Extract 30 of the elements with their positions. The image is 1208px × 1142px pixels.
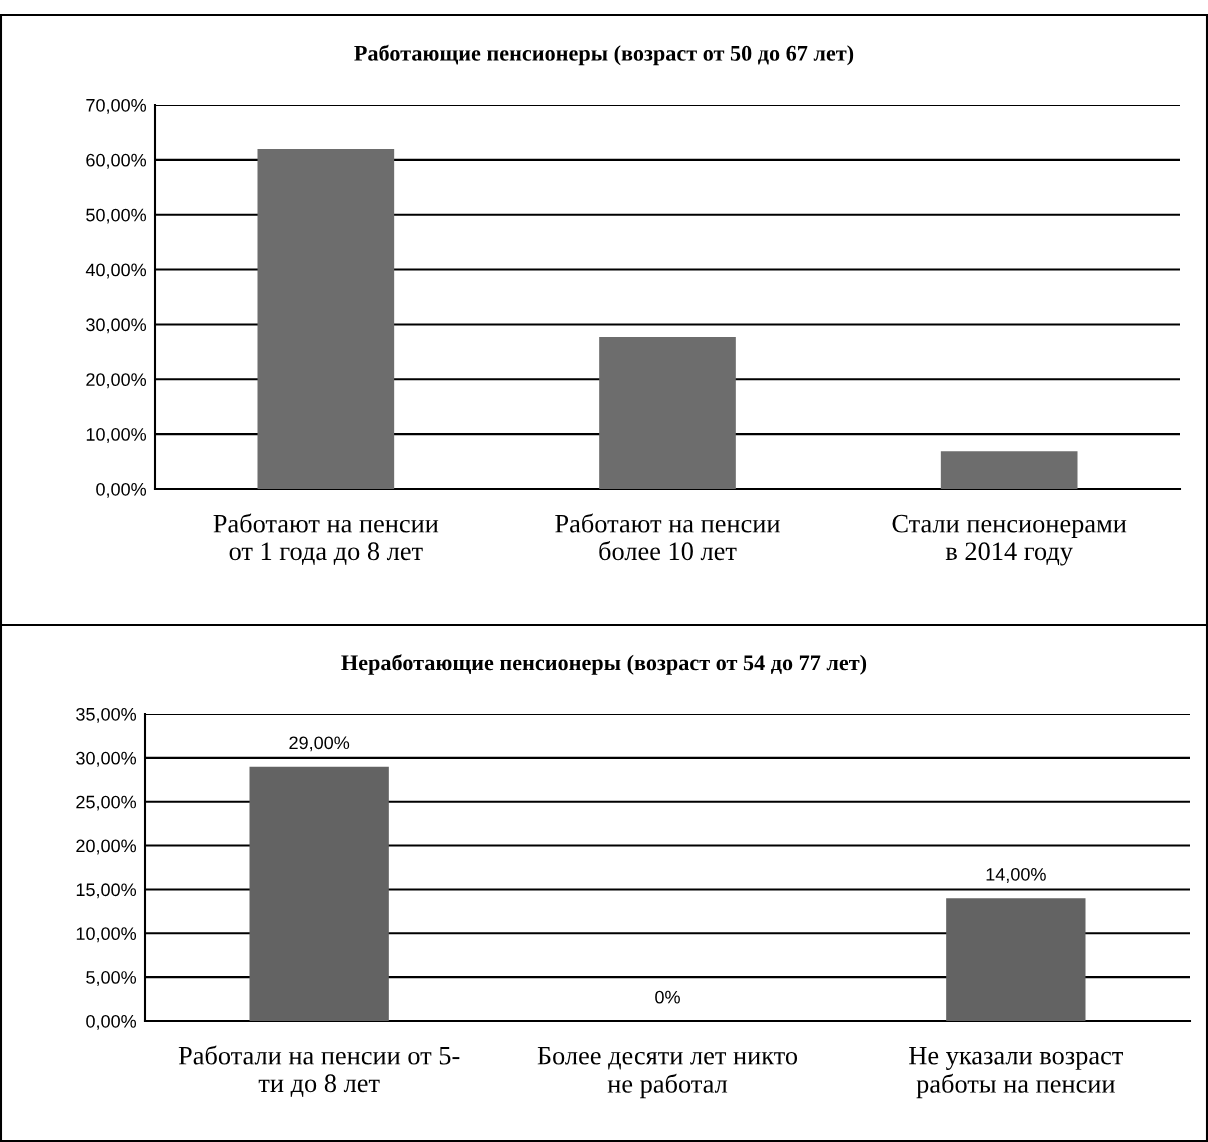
data-label: 0% bbox=[655, 990, 680, 1004]
y-tick-label: 5,00% bbox=[86, 971, 137, 986]
y-tick-label: 50,00% bbox=[86, 208, 147, 224]
y-tick-label: 60,00% bbox=[86, 153, 147, 169]
y-tick-label: 10,00% bbox=[76, 927, 137, 943]
x-tick-label: Работают на пенсии более 10 лет bbox=[555, 513, 780, 561]
y-tick-label: 40,00% bbox=[85, 263, 147, 279]
y-tick-label: 20,00% bbox=[76, 839, 137, 855]
y-tick-label: 0,00% bbox=[96, 482, 147, 498]
data-label: 14,00% bbox=[986, 867, 1046, 883]
data-label: 29,00% bbox=[289, 736, 350, 752]
y-tick-label: 15,00% bbox=[76, 883, 137, 899]
bar bbox=[599, 337, 736, 489]
y-tick-label: 10,00% bbox=[86, 428, 147, 443]
y-tick-label: 70,00% bbox=[86, 98, 147, 114]
chart-title: Неработающие пенсионеры (возраст от 54 до 77 лет) bbox=[341, 654, 867, 675]
chart-title: Работающие пенсионеры (возраст от 50 до 67 лет) bbox=[354, 44, 854, 66]
x-tick-label: Работали на пенсии от 5- ти до 8 лет bbox=[178, 1045, 460, 1098]
x-tick-label: Стали пенсионерами в 2014 году bbox=[892, 514, 1127, 566]
x-tick-label: Работают на пенсии от 1 года до 8 лет bbox=[213, 513, 439, 566]
y-tick-label: 25,00% bbox=[76, 795, 137, 811]
bar bbox=[257, 148, 395, 489]
y-tick-label: 35,00% bbox=[76, 707, 137, 723]
x-tick-label: Не указали возраст работы на пенсии bbox=[909, 1046, 1123, 1099]
y-tick-label: 0,00% bbox=[86, 1014, 137, 1030]
bar bbox=[940, 451, 1078, 489]
y-tick-label: 30,00% bbox=[76, 751, 137, 767]
y-tick-label: 30,00% bbox=[86, 318, 147, 334]
y-tick-label: 20,00% bbox=[86, 373, 147, 389]
x-tick-label: Более десяти лет никто не работал bbox=[537, 1047, 798, 1099]
